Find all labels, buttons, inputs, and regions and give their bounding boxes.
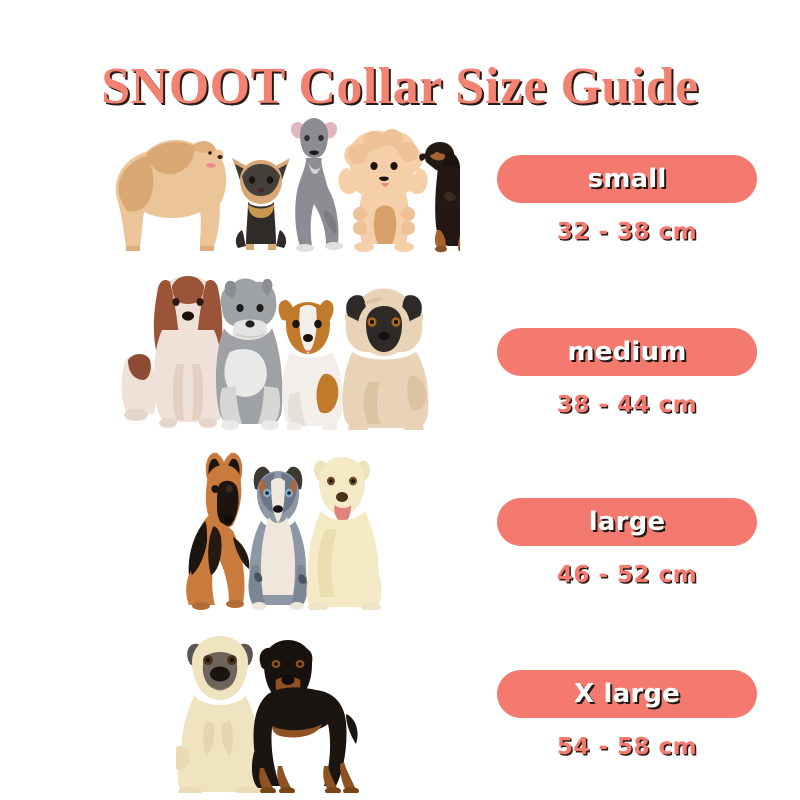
dog-dachshund — [419, 142, 460, 253]
dog-pomeranian — [115, 139, 227, 251]
dog-jack-russell-terrier — [278, 300, 343, 430]
size-range-large: 46 - 52 cm — [556, 562, 698, 588]
dog-schnauzer — [216, 278, 283, 430]
size-badge-label: small — [587, 164, 667, 194]
size-block-xlarge: X large 54 - 58 cm — [497, 670, 757, 759]
dog-australian-shepherd — [248, 466, 308, 610]
dog-illustration-xlarge — [176, 628, 376, 793]
dog-labrador-retriever — [306, 457, 382, 610]
dog-illustration-large — [185, 445, 405, 610]
size-badge-small[interactable]: small — [497, 155, 757, 203]
dog-illustration-small — [100, 110, 460, 260]
size-block-small: small 32 - 38 cm — [497, 155, 757, 244]
size-badge-large[interactable]: large — [497, 498, 757, 546]
size-block-large: large 46 - 52 cm — [497, 498, 757, 587]
dog-illustration-medium — [118, 268, 433, 430]
dog-pug — [342, 288, 429, 430]
dog-mastiff — [176, 636, 266, 793]
size-badge-label: large — [588, 507, 666, 537]
dog-german-shepherd — [186, 452, 250, 610]
dog-cocker-spaniel — [121, 276, 225, 428]
size-range-medium: 38 - 44 cm — [556, 392, 698, 418]
size-range-xlarge: 54 - 58 cm — [556, 734, 698, 760]
size-badge-label: medium — [567, 337, 687, 367]
size-range-small: 32 - 38 cm — [556, 219, 698, 245]
size-badge-xlarge[interactable]: X large — [497, 670, 757, 718]
dog-poodle — [338, 129, 428, 252]
dog-italian-greyhound — [290, 118, 343, 252]
size-block-medium: medium 38 - 44 cm — [497, 328, 757, 417]
dog-rottweiler — [251, 640, 359, 793]
size-badge-label: X large — [573, 679, 681, 709]
dog-yorkshire-terrier — [232, 158, 290, 250]
page-title: SNOOT Collar Size Guide — [101, 57, 699, 115]
size-badge-medium[interactable]: medium — [497, 328, 757, 376]
